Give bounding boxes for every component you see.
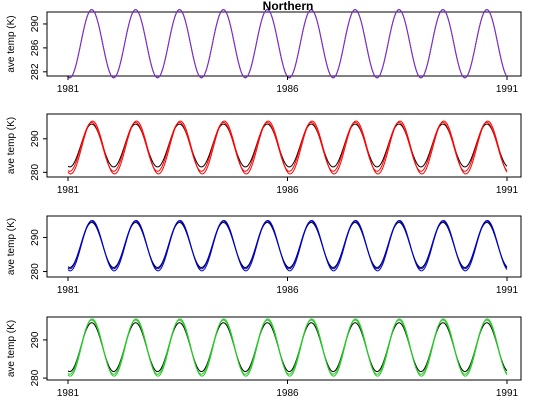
y-tick-label: 282 <box>30 63 41 80</box>
panel-3: 1981 1986 1991 280 290 ave temp (K) <box>6 216 521 296</box>
y-tick-label: 280 <box>30 164 41 181</box>
series-line-2 <box>68 320 507 374</box>
series-line-2 <box>68 221 507 269</box>
x-tick-label: 1981 <box>57 185 80 196</box>
y-tick-label: 280 <box>30 263 41 280</box>
x-tick-label: 1991 <box>496 185 519 196</box>
y-axis-label: ave temp (K) <box>6 15 17 72</box>
x-tick-label: 1991 <box>496 388 519 399</box>
series-line-3 <box>68 220 507 270</box>
y-axis-label: ave temp (K) <box>6 117 17 174</box>
series-line-1 <box>68 10 507 78</box>
series-line-3 <box>68 319 507 376</box>
y-tick-label: 286 <box>30 39 41 56</box>
y-tick-label: 290 <box>30 15 41 32</box>
x-tick-label: 1986 <box>276 185 299 196</box>
x-tick-label: 1986 <box>276 285 299 296</box>
y-axis-label: ave temp (K) <box>6 218 17 275</box>
y-tick-label: 290 <box>30 331 41 348</box>
panel-2: 1981 1986 1991 280 290 ave temp (K) <box>6 114 521 196</box>
y-tick-label: 290 <box>30 130 41 147</box>
x-tick-label: 1991 <box>496 84 519 95</box>
x-tick-label: 1986 <box>276 388 299 399</box>
series-line-1 <box>68 124 507 167</box>
y-tick-label: 290 <box>30 229 41 246</box>
panel-1: 1981 1986 1991 282 286 290 ave temp (K) <box>6 10 521 95</box>
y-tick-label: 280 <box>30 369 41 386</box>
series-line-2 <box>68 122 507 171</box>
x-tick-label: 1981 <box>57 388 80 399</box>
x-tick-label: 1981 <box>57 285 80 296</box>
x-tick-label: 1986 <box>276 84 299 95</box>
x-tick-label: 1991 <box>496 285 519 296</box>
plot-frame <box>47 12 521 76</box>
series-line-1 <box>68 323 507 372</box>
series-line-1 <box>68 222 507 267</box>
y-axis-label: ave temp (K) <box>6 320 17 377</box>
panel-4: 1981 1986 1991 280 290 ave temp (K) <box>6 317 521 399</box>
chart-title: Northern <box>263 0 314 13</box>
series-line-2 <box>68 10 507 78</box>
x-tick-label: 1981 <box>57 84 80 95</box>
